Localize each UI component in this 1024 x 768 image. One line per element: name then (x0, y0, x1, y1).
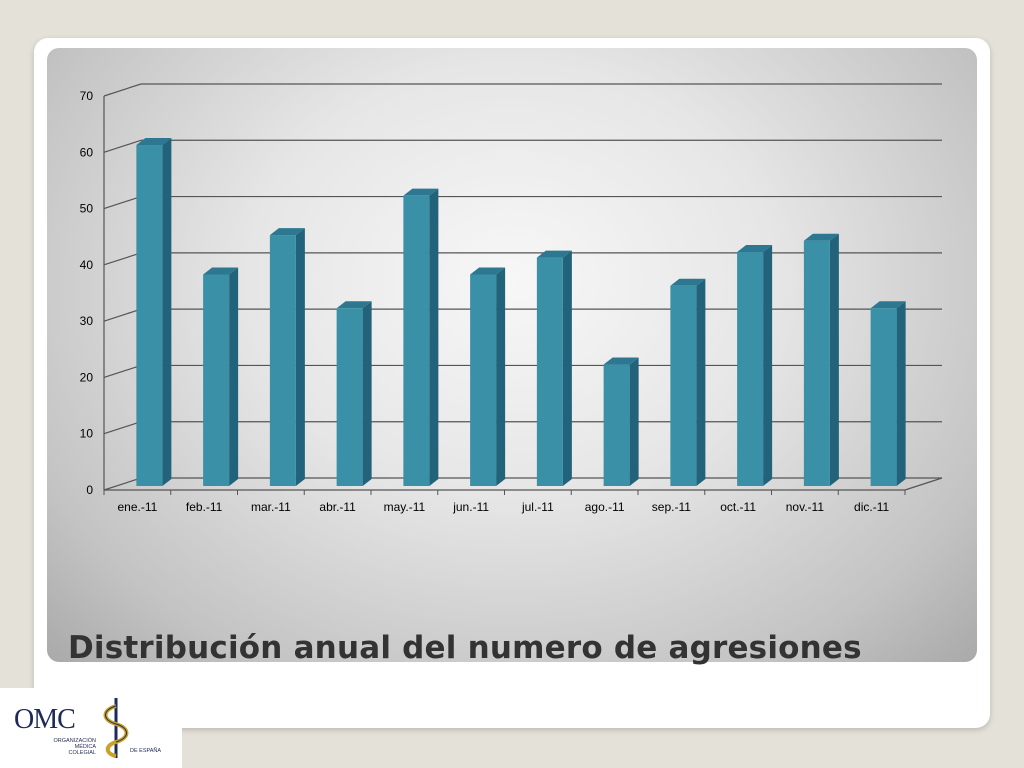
slide-title: Distribución anual del numero de agresio… (68, 630, 862, 666)
bar-top (403, 188, 439, 196)
gridline-side (103, 308, 142, 322)
bar (203, 274, 230, 486)
bar-side (496, 267, 506, 486)
bar-top (336, 301, 372, 309)
y-tick-label: 20 (80, 370, 94, 384)
bar-side (763, 244, 773, 486)
bar (870, 308, 897, 486)
gridline-side (103, 196, 142, 210)
gridline-side (103, 252, 142, 266)
gridline-side (103, 421, 142, 435)
bar (603, 364, 630, 486)
bar-top (803, 233, 839, 241)
x-tick-label: dic.-11 (854, 500, 889, 514)
bar (403, 195, 430, 486)
bar-top (269, 228, 305, 236)
logo-line-2: MÉDICA (74, 744, 96, 750)
x-tick-label: ago.-11 (585, 500, 625, 514)
gridline-side (103, 477, 142, 491)
x-tick-label: mar.-11 (251, 500, 291, 514)
logo-line-1: ORGANIZACIÓN (53, 738, 96, 744)
bar-top (737, 244, 773, 252)
y-tick-label: 40 (80, 258, 94, 272)
caduceus-emblem-icon (103, 698, 129, 758)
logo-line-4: DE ESPAÑA (130, 748, 162, 754)
y-tick-label: 10 (80, 427, 94, 441)
floor-right-edge (904, 477, 943, 491)
bar (269, 235, 296, 486)
y-tick-label: 60 (80, 145, 94, 159)
bar (136, 145, 163, 486)
x-tick-label: may.-11 (384, 500, 426, 514)
bar-top (670, 278, 706, 286)
x-tick-label: jun.-11 (452, 500, 489, 514)
bar (470, 274, 497, 486)
logo-acronym: OMC (14, 704, 76, 735)
bar-side (562, 250, 572, 486)
logo-subtitle: ORGANIZACIÓN MÉDICA COLEGIAL (38, 738, 96, 756)
bar-chart: 0 10 20 30 40 50 60 70 ene.-11 feb.-11 mar.-11 abr.… (80, 83, 943, 514)
bar-top (136, 138, 172, 146)
y-tick-label: 0 (86, 483, 93, 497)
bar-side (429, 188, 439, 486)
bar-side (696, 278, 706, 486)
x-tick-label: abr.-11 (319, 500, 356, 514)
bar-top (536, 250, 572, 258)
chart-panel: 0 10 20 30 40 50 60 70 ene.-11 feb.-11 mar.-11 abr.… (47, 48, 977, 662)
bar-side (629, 357, 639, 486)
y-tick-label: 30 (80, 314, 94, 328)
bar-side (829, 233, 839, 486)
bar-side (162, 138, 172, 486)
bar (737, 251, 764, 486)
y-tick-label: 70 (80, 89, 94, 103)
x-tick-label: ene.-11 (117, 500, 157, 514)
x-tick-label: nov.-11 (786, 500, 825, 514)
bar (336, 308, 363, 486)
bar (536, 257, 563, 486)
bar (670, 285, 697, 486)
gridline-side (103, 139, 142, 153)
bar (803, 240, 830, 486)
x-tick-label: oct.-11 (720, 500, 756, 514)
bar-side (362, 301, 372, 486)
bar-top (603, 357, 639, 365)
gridline-side (103, 83, 142, 97)
gridline-side (103, 364, 142, 378)
bar-side (229, 267, 239, 486)
bar-side (295, 228, 305, 487)
logo-box (0, 688, 182, 768)
y-tick-label: 50 (80, 202, 94, 216)
logo-line-3: COLEGIAL (68, 750, 96, 756)
bar-top (870, 301, 906, 309)
x-tick-label: sep.-11 (652, 500, 691, 514)
x-tick-label: jul.-11 (521, 500, 554, 514)
bar-top (470, 267, 506, 275)
bar-top (203, 267, 239, 275)
bar-side (896, 301, 906, 486)
x-tick-label: feb.-11 (186, 500, 223, 514)
